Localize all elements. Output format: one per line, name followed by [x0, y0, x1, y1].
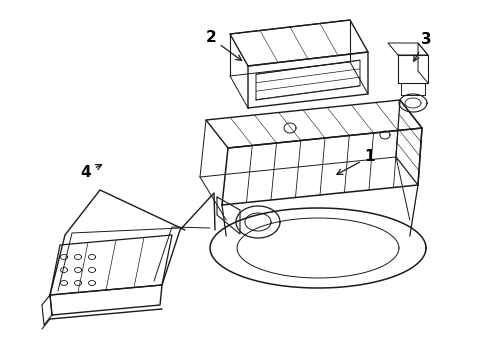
Polygon shape — [248, 52, 368, 108]
Polygon shape — [50, 285, 162, 315]
Polygon shape — [50, 235, 172, 295]
Text: 1: 1 — [337, 149, 375, 174]
Polygon shape — [210, 248, 426, 294]
Polygon shape — [230, 20, 368, 66]
Polygon shape — [206, 100, 422, 148]
Polygon shape — [210, 208, 426, 288]
Text: 2: 2 — [205, 30, 242, 60]
Text: 4: 4 — [80, 165, 101, 180]
Polygon shape — [350, 20, 368, 94]
Polygon shape — [396, 100, 422, 185]
Text: 3: 3 — [414, 32, 432, 61]
Polygon shape — [222, 128, 422, 205]
